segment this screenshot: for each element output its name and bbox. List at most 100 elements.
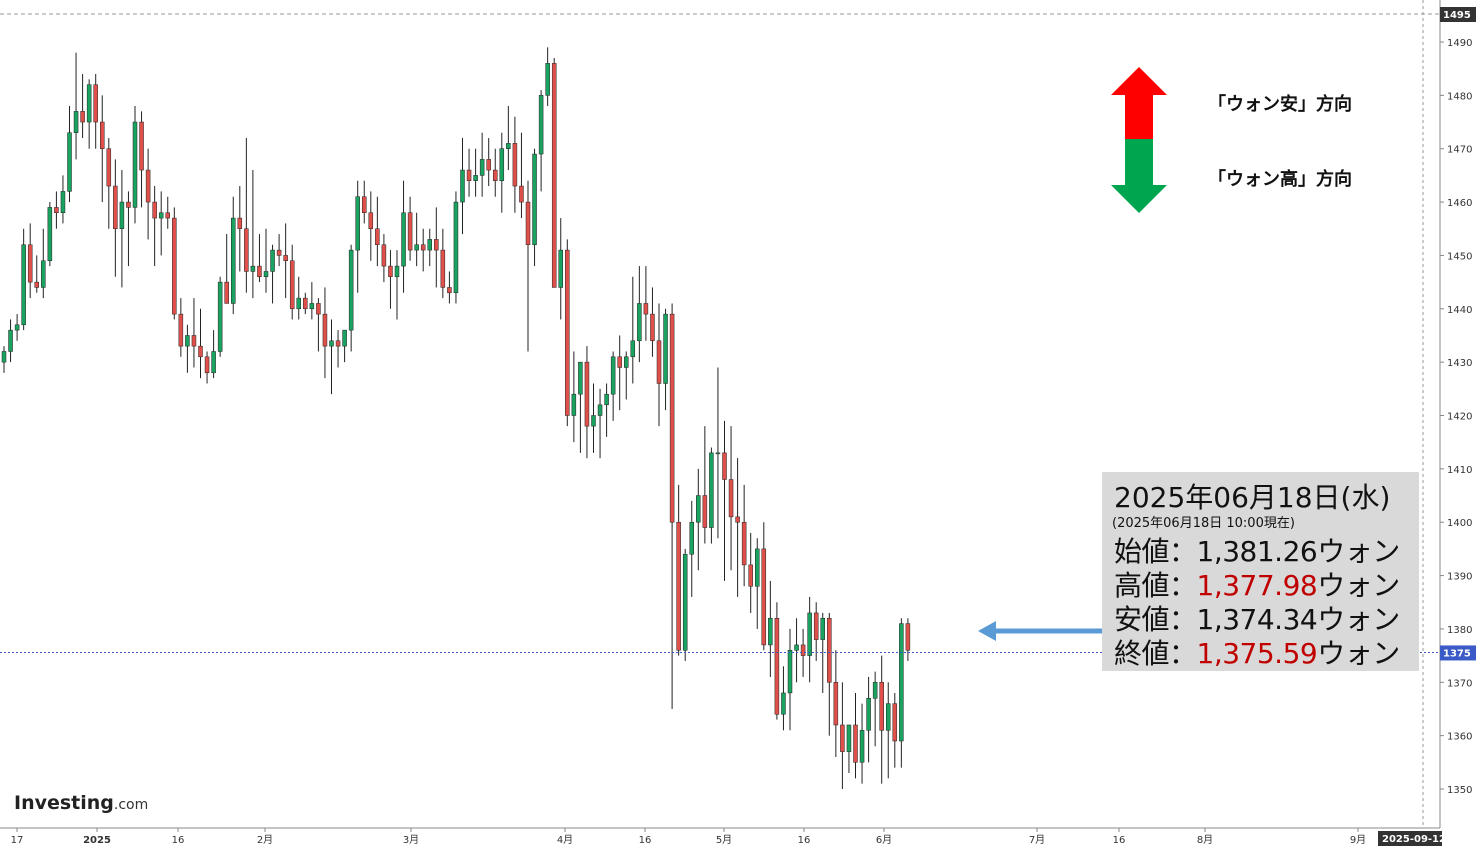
candle (499, 132, 505, 213)
low-row: 安値：1,374.34ウォン (1114, 598, 1400, 638)
close-row: 終値：1,375.59ウォン (1114, 632, 1400, 672)
open-value: 1,381.26 (1196, 535, 1318, 568)
candle (335, 330, 341, 368)
candle-body (296, 297, 301, 310)
x-tick-label: 4月 (557, 834, 573, 846)
date-tag: 2025-09-12 (1378, 831, 1446, 846)
candle (774, 602, 780, 720)
candle (309, 282, 315, 320)
candle-body (14, 324, 20, 331)
candle (794, 618, 799, 683)
candle-body (152, 201, 157, 219)
candle (362, 180, 367, 224)
candle-body (787, 650, 793, 694)
low-label: 安値： (1114, 603, 1197, 636)
candle-body (132, 121, 138, 208)
candle (54, 191, 59, 229)
candle (172, 207, 177, 320)
open-unit: ウォン (1317, 535, 1400, 568)
candle-body (493, 169, 498, 181)
candle-body (512, 143, 518, 187)
candle (231, 196, 236, 315)
candle (8, 319, 13, 363)
candle-body (669, 313, 675, 523)
candle-body (191, 335, 197, 347)
candle (126, 191, 131, 267)
candle-body (217, 281, 223, 352)
high-row: 高値：1,377.98ウォン (1114, 564, 1400, 604)
candle-body (198, 345, 203, 358)
candle-body (244, 228, 249, 272)
candle-body (119, 201, 125, 229)
candle-body (335, 340, 341, 347)
candle-body (237, 217, 243, 229)
candle (27, 223, 33, 299)
candle-body (551, 63, 557, 288)
candle (558, 218, 563, 320)
pointer-arrow-icon (978, 621, 1102, 641)
logo-suffix: .com (113, 797, 149, 813)
candle (656, 303, 662, 427)
candle-body (21, 244, 26, 326)
candle (479, 132, 485, 197)
candle-body (709, 452, 714, 528)
candle (204, 351, 210, 384)
candle-body (100, 121, 105, 149)
candle-body (447, 287, 452, 294)
close-value: 1,375.59 (1196, 637, 1318, 670)
candle (879, 655, 884, 784)
candle (650, 287, 655, 357)
candle (859, 703, 865, 784)
candle-body (394, 265, 400, 278)
candle-body (525, 201, 531, 246)
candle-body (519, 185, 524, 203)
candle-body (303, 297, 308, 310)
candle (329, 319, 334, 395)
candle (106, 138, 112, 229)
candle (342, 329, 347, 363)
candle-body (768, 618, 773, 646)
candle (551, 58, 557, 288)
candle-body (362, 196, 367, 213)
candle-body (584, 361, 590, 427)
candle (152, 186, 157, 267)
candle-body (139, 121, 144, 171)
candle-body (571, 393, 577, 416)
candle (41, 228, 46, 299)
candle-body (597, 404, 603, 416)
candle-body (565, 249, 570, 416)
candle (722, 420, 727, 581)
candle-body (840, 724, 845, 752)
y-axis: 1350 1360 1370 1380 1390 1400 1410 1420 1430 1440… (1440, 38, 1472, 796)
candle (905, 618, 911, 661)
candle (604, 383, 609, 437)
candle (145, 148, 151, 240)
candle (60, 175, 66, 224)
candle-body (774, 618, 780, 715)
candle (466, 148, 472, 197)
candle-body (453, 201, 459, 294)
close-label: 終値： (1114, 637, 1197, 670)
candle (139, 111, 144, 208)
candle-body (892, 703, 898, 742)
top-price-tag: 1495 (1440, 7, 1476, 22)
candle (303, 292, 308, 315)
y-tick-label: 1380 (1447, 625, 1472, 636)
down-arrow-icon (1111, 139, 1167, 213)
candle-body (86, 84, 92, 123)
candle (827, 612, 832, 736)
candle (833, 650, 839, 757)
candle (591, 383, 596, 453)
candle (401, 180, 406, 293)
candle (872, 671, 878, 747)
candle (73, 52, 79, 160)
candle-body (368, 212, 374, 230)
current-price-tag-text: 1375 (1443, 648, 1471, 659)
candle-body (807, 612, 812, 656)
low-unit: ウォン (1317, 603, 1400, 636)
candle (270, 244, 275, 304)
candle (663, 308, 668, 411)
candle (178, 298, 184, 357)
candle-body (886, 703, 891, 731)
candle-body (532, 153, 537, 246)
